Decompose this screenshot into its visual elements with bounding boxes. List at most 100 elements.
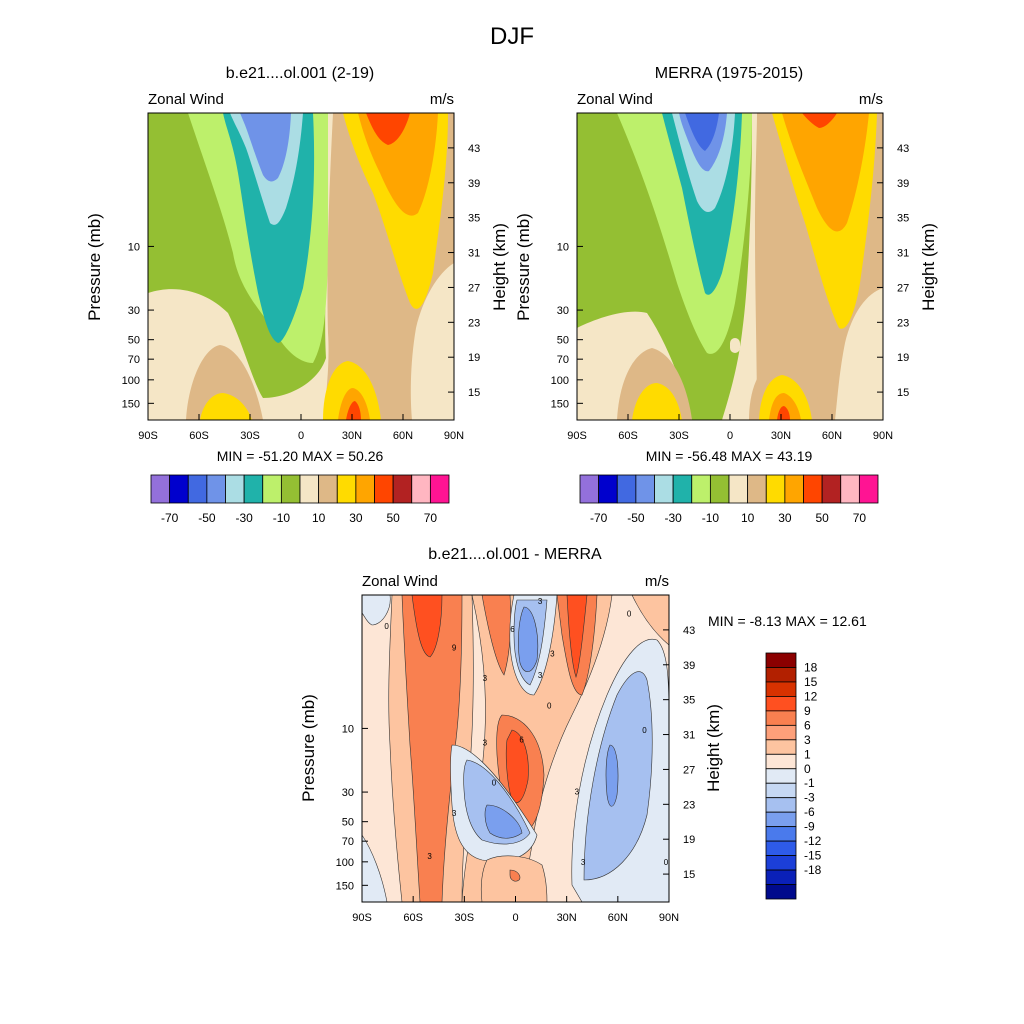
colorbar-swatch xyxy=(821,474,842,504)
right-string: m/s xyxy=(645,573,669,590)
left-string: Zonal Wind xyxy=(577,91,653,108)
band-neg-6-lower-center xyxy=(484,804,523,839)
colorbar-label: -9 xyxy=(804,820,815,834)
colorbar-swatch xyxy=(765,768,797,784)
colorbar-label: -1 xyxy=(804,776,815,790)
colorbar-label: 6 xyxy=(804,718,811,732)
height-tick-label: 39 xyxy=(897,178,909,190)
height-tick-label: 35 xyxy=(468,213,480,225)
min-max-stats: MIN = -51.20 MAX = 50.26 xyxy=(217,448,384,464)
plot-area xyxy=(577,113,883,420)
left-string: Zonal Wind xyxy=(148,91,224,108)
colorbar-label: -15 xyxy=(804,849,822,863)
colorbar-swatch xyxy=(803,474,823,504)
x-tick-label: 60N xyxy=(608,912,628,924)
contour-line-label: 9 xyxy=(452,643,457,652)
x-tick-label: 30N xyxy=(342,430,362,442)
colorbar-swatch xyxy=(840,474,860,504)
colorbar: -70 -50 -30 -10 10 30 50 70 xyxy=(150,474,450,525)
panel-title: b.e21....ol.001 - MERRA xyxy=(428,546,602,563)
y-tick-label: 50 xyxy=(557,335,569,347)
colorbar-label: 9 xyxy=(804,704,811,718)
colorbar-swatch xyxy=(150,474,171,504)
y-tick-label: 70 xyxy=(557,354,569,366)
height-tick-label: 23 xyxy=(683,799,695,811)
colorbar-label: 15 xyxy=(804,675,818,689)
y-tick-label: 100 xyxy=(551,375,569,387)
colorbar-swatch xyxy=(411,474,431,504)
colorbar-swatch xyxy=(616,474,637,504)
contour-line-label: 3 xyxy=(550,649,555,658)
low-jet-nh-50 xyxy=(346,401,361,420)
height-tick-label: 27 xyxy=(683,764,695,776)
colorbar-swatch xyxy=(206,474,226,504)
colorbar-swatch xyxy=(765,681,797,697)
colorbar-swatch xyxy=(243,474,264,504)
colorbar-swatch xyxy=(672,474,693,504)
x-tick-label: 60N xyxy=(822,430,842,442)
x-tick-label: 30S xyxy=(240,430,260,442)
colorbar-label: -6 xyxy=(804,805,815,819)
contour-line-label: 0 xyxy=(384,622,389,631)
x-tick-label: 0 xyxy=(727,430,733,442)
colorbar-swatch xyxy=(765,696,797,712)
band-pos-40 xyxy=(358,113,438,216)
colorbar-label: -18 xyxy=(804,863,822,877)
contour-line-labels: 0 3 3 3 3 0 6 6 3 3 3 3 0 0 0 9 0 3 xyxy=(384,597,668,867)
colorbar-label: 70 xyxy=(853,511,867,525)
x-tick-label: 60N xyxy=(393,430,413,442)
contour-line-label: 3 xyxy=(581,858,586,867)
colorbar-label: -30 xyxy=(235,511,253,525)
y-tick-label: 30 xyxy=(342,787,354,799)
panel-title: b.e21....ol.001 (2-19) xyxy=(226,65,375,82)
height-tick-label: 39 xyxy=(468,178,480,190)
y-tick-label: 30 xyxy=(128,305,140,317)
height-tick-label: 43 xyxy=(468,143,480,155)
band-6-to-9-right xyxy=(566,595,588,678)
y-axis-label: Pressure (mb) xyxy=(299,694,318,802)
x-tick-label: 90N xyxy=(873,430,893,442)
band-neg-55 xyxy=(685,113,719,151)
y-tick-label: 10 xyxy=(557,241,569,253)
low-jet-sh-20 xyxy=(186,345,263,420)
contour-line-label: 3 xyxy=(483,674,488,683)
colorbar-label: 10 xyxy=(312,511,326,525)
contour-line-label: 3 xyxy=(575,788,580,797)
contour-line-label: 6 xyxy=(519,735,524,744)
low-jet-nh-50 xyxy=(777,406,790,420)
axes: 90S 60S 30S 0 30N 60N 90N 10 30 50 70 100 150 43 39 35 3… xyxy=(551,143,910,442)
low-jet-nh-40 xyxy=(769,393,801,420)
y-axis-right-label: Height (km) xyxy=(919,223,938,311)
x-tick-label: 0 xyxy=(512,912,518,924)
y-tick-label: 10 xyxy=(342,723,354,735)
colorbar-swatch xyxy=(728,474,749,504)
colorbar-label: 50 xyxy=(815,511,829,525)
colorbar-label: -10 xyxy=(702,511,720,525)
colorbar-swatch xyxy=(709,474,730,504)
height-tick-label: 27 xyxy=(468,282,480,294)
colorbar-label: -50 xyxy=(198,511,216,525)
x-tick-label: 90S xyxy=(352,912,372,924)
left-string: Zonal Wind xyxy=(362,573,438,590)
y-axis-label: Pressure (mb) xyxy=(514,213,533,321)
contour-line-label: 3 xyxy=(483,738,488,747)
colorbar-swatch xyxy=(355,474,375,504)
colorbar-label: -70 xyxy=(161,511,179,525)
height-tick-label: 15 xyxy=(468,387,480,399)
band-pos-50 xyxy=(366,113,410,145)
height-tick-label: 35 xyxy=(897,213,909,225)
y-tick-label: 70 xyxy=(128,354,140,366)
y-tick-label: 100 xyxy=(336,857,354,869)
colorbar-label: -30 xyxy=(664,511,682,525)
colorbar-swatch xyxy=(765,855,797,871)
colorbar-label: 18 xyxy=(804,660,818,674)
colorbar-swatch xyxy=(635,474,655,504)
band-3-to-6-low-center xyxy=(509,869,521,882)
colorbar-swatch xyxy=(765,811,797,828)
height-tick-label: 35 xyxy=(683,695,695,707)
colorbar-label: 0 xyxy=(804,762,811,776)
colorbar-swatch xyxy=(765,652,797,668)
x-tick-label: 30N xyxy=(557,912,577,924)
contour-line-label: 3 xyxy=(538,597,543,606)
